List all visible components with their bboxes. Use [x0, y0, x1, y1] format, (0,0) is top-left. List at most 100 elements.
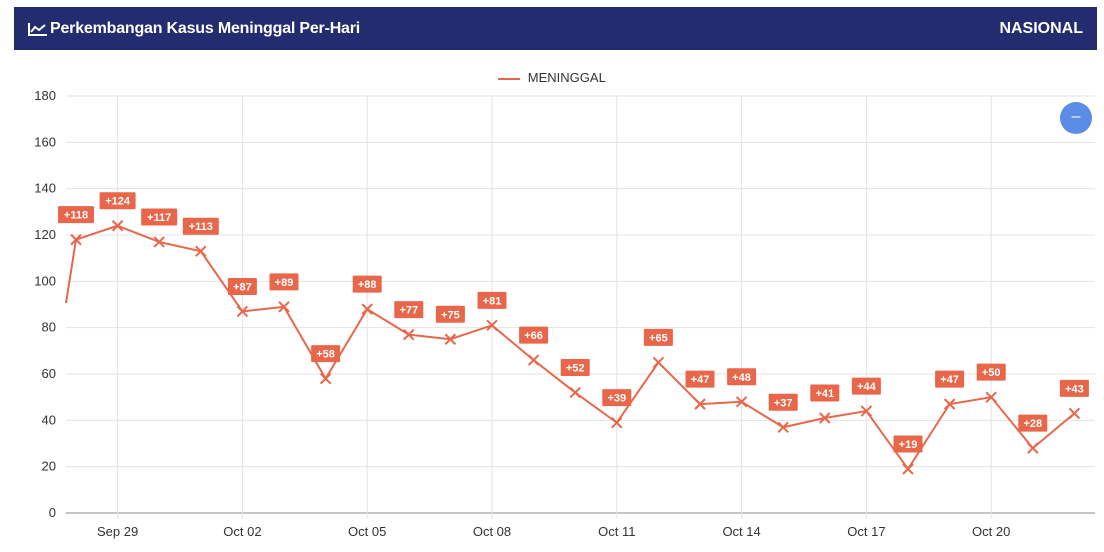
- data-point: [195, 245, 207, 257]
- point-marker: [361, 303, 373, 315]
- data-label: +58: [316, 349, 335, 361]
- x-tick-label: Oct 02: [223, 524, 261, 539]
- data-label: +81: [483, 295, 502, 307]
- point-marker: [569, 386, 581, 399]
- point-marker: [236, 305, 249, 318]
- data-point: [777, 421, 789, 433]
- data-label: +113: [189, 221, 213, 233]
- point-marker: [319, 372, 332, 385]
- data-label: +28: [1023, 418, 1042, 430]
- data-label: +43: [1065, 383, 1084, 395]
- point-marker: [153, 236, 165, 248]
- data-label-box: [851, 377, 881, 395]
- point-marker: [111, 220, 124, 232]
- data-point: [860, 405, 873, 417]
- x-tick-label: Oct 17: [847, 524, 885, 539]
- data-label: +50: [982, 367, 1001, 379]
- y-tick-label: 100: [34, 273, 56, 288]
- y-tick-label: 140: [34, 181, 56, 196]
- data-point: [361, 303, 373, 315]
- x-tick-label: Oct 05: [348, 524, 386, 539]
- data-label: +117: [147, 212, 171, 224]
- data-label: +77: [399, 305, 418, 317]
- point-marker: [486, 319, 498, 332]
- data-label-box: [602, 389, 632, 407]
- data-label-box: [643, 328, 673, 346]
- point-marker: [70, 233, 82, 246]
- data-label-box: [768, 393, 798, 411]
- data-label-box: [435, 305, 465, 323]
- data-label-box: [352, 275, 382, 293]
- point-marker: [819, 412, 831, 424]
- data-point: [1068, 407, 1081, 420]
- data-label: +66: [524, 330, 543, 342]
- data-point: [527, 354, 540, 366]
- point-marker: [902, 463, 914, 475]
- point-marker: [1027, 442, 1039, 454]
- data-label: +65: [649, 332, 668, 344]
- legend[interactable]: MENINGGAL: [0, 70, 1104, 85]
- data-label-box: [141, 208, 178, 226]
- data-label: +124: [105, 196, 131, 208]
- data-label-box: [727, 368, 757, 386]
- data-point: [652, 356, 665, 369]
- series-line: [65, 224, 1076, 471]
- data-point: [735, 396, 748, 408]
- data-label: +48: [732, 372, 751, 384]
- data-label-box: [58, 206, 94, 224]
- y-tick-label: 20: [42, 459, 56, 474]
- data-point: [486, 319, 498, 332]
- data-point: [70, 233, 82, 246]
- data-point: [111, 220, 124, 232]
- point-marker: [777, 421, 789, 433]
- header-left: Perkembangan Kasus Meninggal Per-Hari: [28, 7, 360, 50]
- y-tick-label: 120: [34, 227, 56, 242]
- legend-swatch: [498, 77, 521, 80]
- data-label: +44: [857, 381, 877, 393]
- data-label: +88: [358, 279, 377, 291]
- data-point: [819, 412, 831, 424]
- point-marker: [403, 328, 415, 341]
- scope-label: NASIONAL: [999, 20, 1083, 37]
- x-tick-label: Oct 14: [722, 524, 760, 539]
- data-label-box: [227, 277, 257, 295]
- y-tick-label: 0: [49, 505, 56, 520]
- data-label: +87: [233, 281, 252, 293]
- x-tick-label: Oct 08: [473, 524, 511, 539]
- data-point: [902, 463, 914, 475]
- point-marker: [860, 405, 873, 417]
- data-point: [153, 236, 165, 248]
- point-marker: [195, 245, 207, 257]
- data-point: [278, 301, 290, 313]
- data-label: +52: [566, 363, 585, 375]
- chart-header: Perkembangan Kasus Meninggal Per-Hari NA…: [14, 7, 1097, 50]
- x-tick-label: Oct 11: [598, 524, 635, 539]
- zoom-out-button[interactable]: –: [1060, 102, 1092, 134]
- y-tick-label: 160: [34, 134, 56, 149]
- data-point: [1027, 442, 1039, 454]
- data-label: +41: [815, 388, 834, 400]
- point-marker: [985, 391, 997, 403]
- y-tick-label: 180: [34, 88, 56, 103]
- data-point: [943, 398, 956, 410]
- data-label-box: [99, 192, 136, 210]
- legend-label: MENINGGAL: [527, 70, 606, 85]
- data-label-box: [810, 384, 840, 402]
- point-marker: [527, 354, 540, 366]
- data-label-box: [519, 326, 549, 344]
- data-label: +89: [275, 277, 294, 289]
- point-marker: [444, 333, 457, 345]
- data-point: [611, 416, 623, 429]
- data-label-box: [311, 345, 341, 363]
- y-tick-label: 80: [42, 320, 56, 335]
- point-marker: [943, 398, 956, 410]
- data-label: +47: [691, 374, 710, 386]
- line-chart-icon: [28, 22, 47, 36]
- x-tick-label: Sep 29: [97, 524, 138, 539]
- point-marker: [278, 301, 290, 313]
- y-tick-label: 60: [42, 366, 56, 381]
- data-point: [569, 386, 581, 399]
- data-label-box: [560, 359, 590, 377]
- data-label-box: [685, 370, 715, 388]
- data-label: +75: [441, 309, 460, 321]
